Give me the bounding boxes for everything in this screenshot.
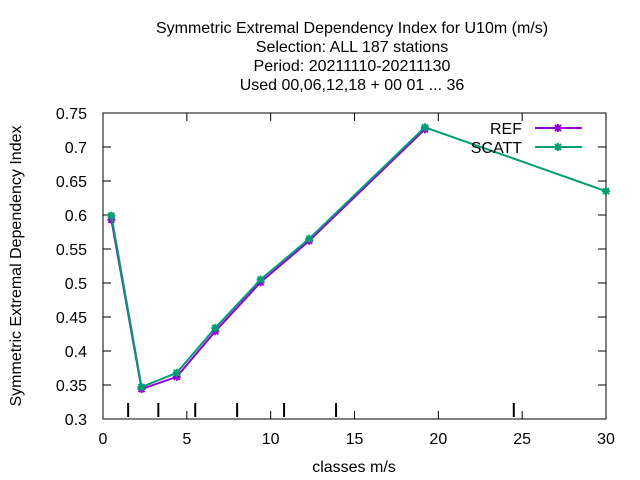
legend-label: SCATT [471,140,522,157]
series-scatt [107,123,610,392]
data-point [305,234,314,243]
x-axis: 0 5 10 15 20 25 30 [99,113,615,448]
data-point [420,123,429,132]
chart-title-line-1: Symmetric Extremal Dependency Index for … [156,20,548,37]
legend-label: REF [490,121,522,138]
data-point [554,124,562,132]
y-tick-label: 0.35 [56,378,87,395]
data-point [602,187,610,196]
y-axis-label: Symmetric Extremal Dependency Index [8,126,25,407]
series-line [110,126,607,389]
chart-title-line-4: Used 00,06,12,18 + 00 01 ... 36 [240,77,465,94]
series-group [107,123,610,394]
data-point [172,368,181,377]
data-point [256,275,265,284]
x-axis-label: classes m/s [312,459,396,476]
x-tick-label: 25 [513,431,531,448]
legend-item: REF [490,121,582,138]
y-tick-label: 0.65 [56,174,87,191]
class-boundary-marks [127,403,515,417]
y-axis: 0.3 0.35 0.4 0.45 0.5 0.55 0.6 0.65 0.7 0.75 [56,106,606,429]
x-tick-label: 0 [99,431,108,448]
x-tick-label: 20 [429,431,447,448]
data-point [107,211,116,220]
y-tick-label: 0.3 [65,412,87,429]
y-tick-label: 0.6 [65,208,87,225]
legend-item: SCATT [471,140,582,157]
chart-title-line-3: Period: 20211110-20211130 [254,58,451,75]
chart-title-line-2: Selection: ALL 187 stations [256,39,448,56]
y-tick-label: 0.75 [56,106,87,123]
x-tick-label: 5 [182,431,191,448]
data-point [137,383,146,392]
legend: REF SCATT [471,121,582,157]
y-tick-label: 0.5 [65,276,87,293]
y-tick-label: 0.7 [65,140,87,157]
x-tick-label: 10 [262,431,280,448]
x-tick-label: 15 [346,431,364,448]
x-tick-label: 30 [597,431,615,448]
y-tick-label: 0.45 [56,310,87,327]
series-ref [107,125,429,394]
series-line [110,128,426,391]
y-tick-label: 0.4 [65,344,87,361]
chart-title: Symmetric Extremal Dependency Index for … [156,20,548,94]
data-point [554,143,562,151]
y-tick-label: 0.55 [56,242,87,259]
data-point [211,323,220,332]
